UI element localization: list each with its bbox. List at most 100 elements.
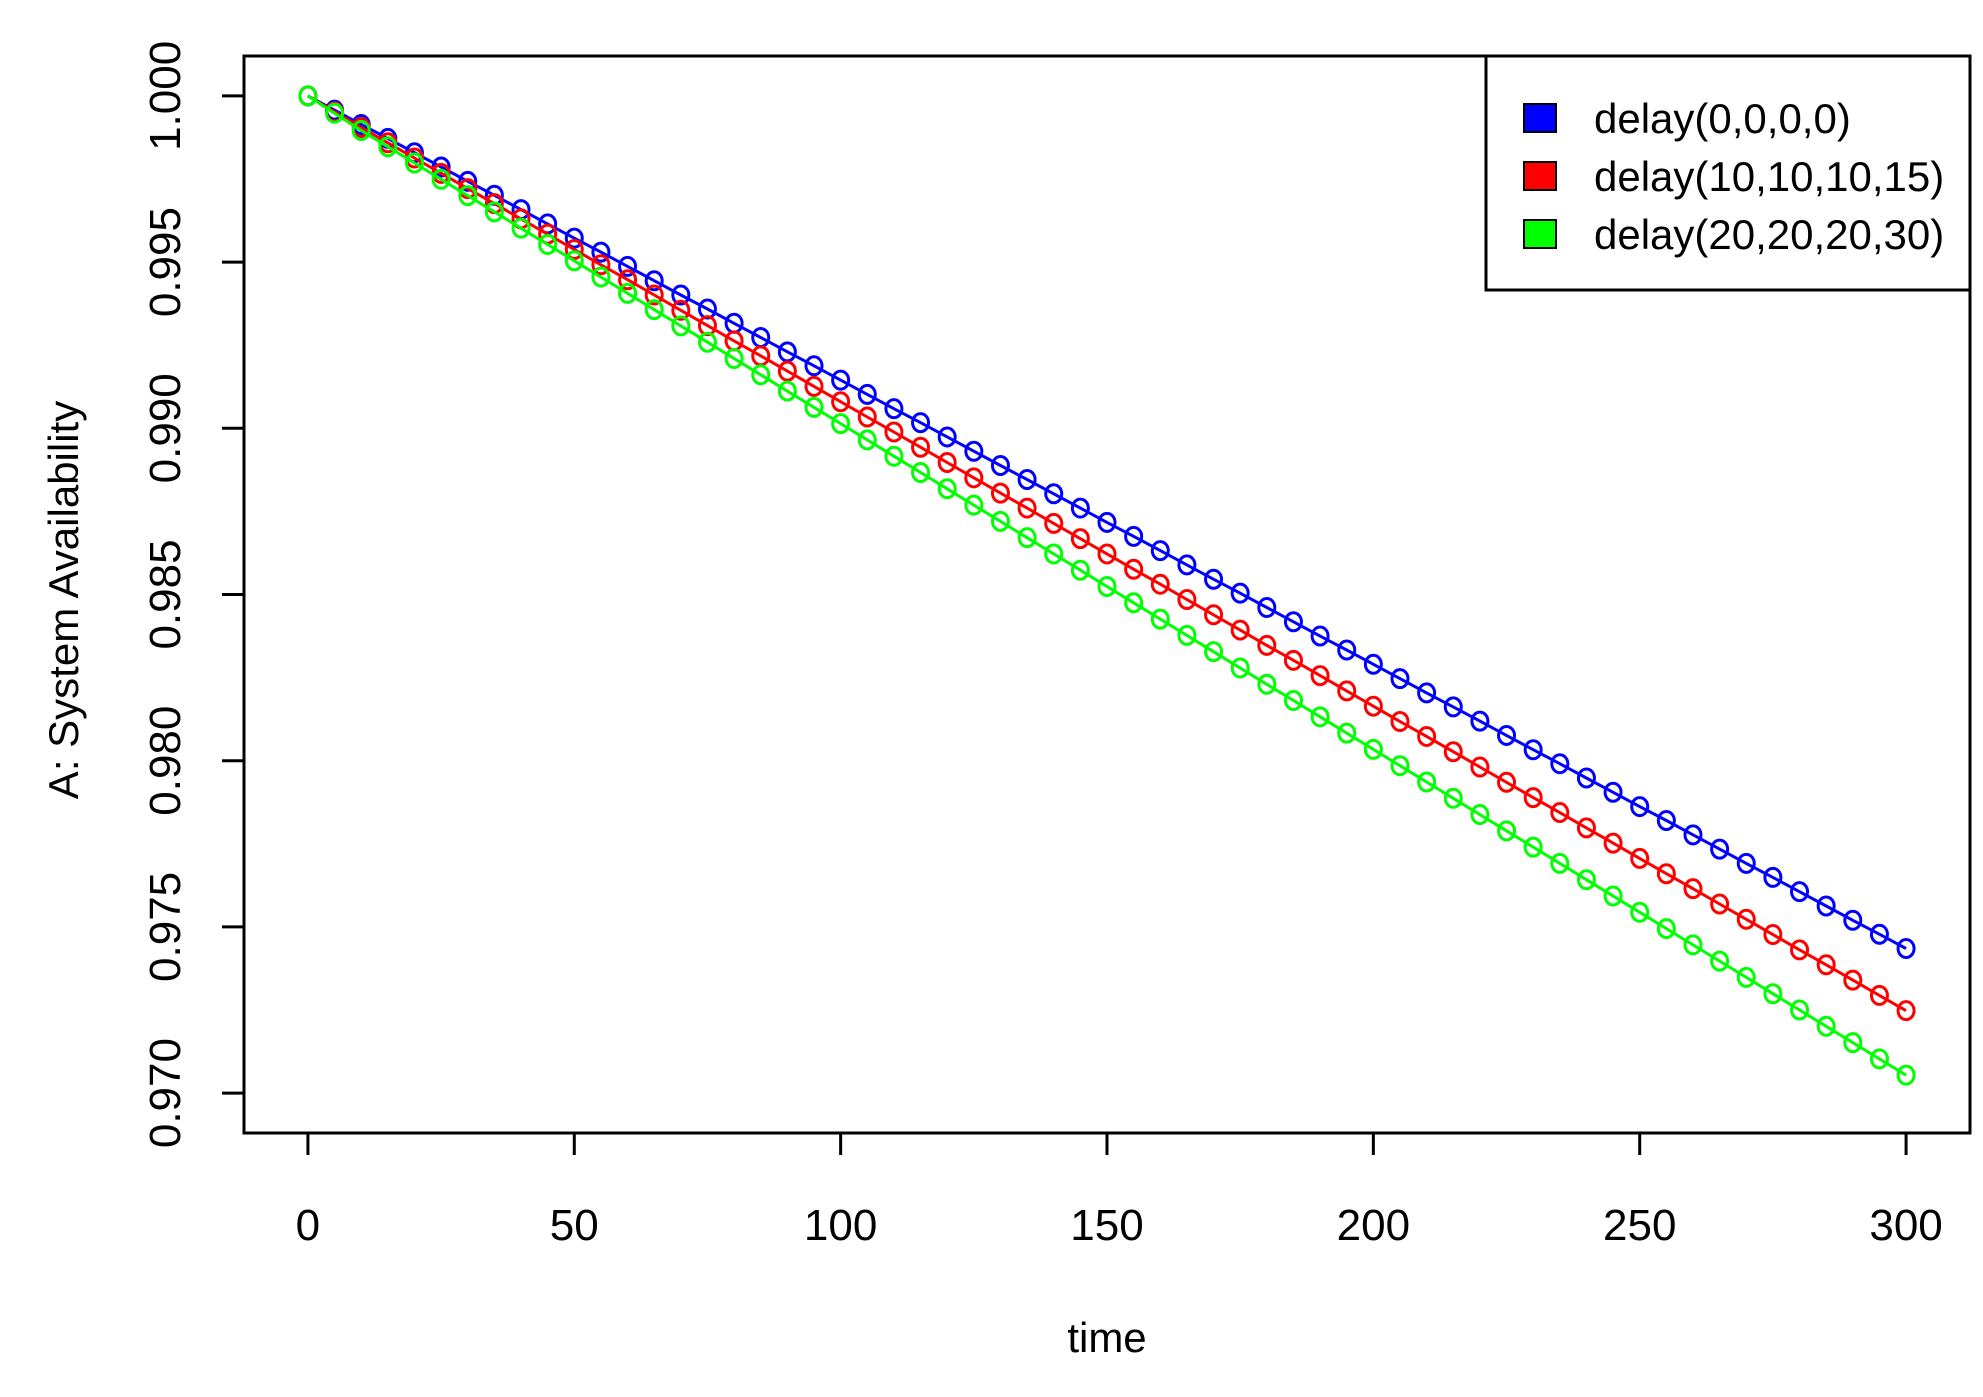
data-point: [1257, 596, 1277, 618]
data-point: [1683, 934, 1703, 956]
data-point: [458, 178, 478, 200]
x-tick-label: 300: [1869, 1201, 1942, 1250]
data-point: [1230, 657, 1250, 679]
data-point: [911, 462, 931, 484]
x-tick-label: 50: [550, 1201, 599, 1250]
data-point: [1390, 668, 1410, 690]
data-point: [1843, 969, 1863, 991]
data-point: [1816, 954, 1836, 976]
data-point: [990, 510, 1010, 532]
data-point: [1550, 753, 1570, 775]
data-point: [724, 347, 744, 369]
data-point: [1310, 665, 1330, 687]
data-point: [1630, 901, 1650, 923]
data-point: [884, 445, 904, 467]
data-point: [1417, 682, 1437, 704]
y-tick-label: 0.975: [141, 872, 190, 982]
data-point: [1576, 869, 1596, 891]
data-point: [1124, 525, 1144, 547]
data-point: [1310, 625, 1330, 647]
data-point: [1443, 696, 1463, 718]
data-point: [1257, 634, 1277, 656]
legend-label: delay(20,20,20,30): [1594, 211, 1944, 258]
data-point: [1816, 1015, 1836, 1037]
data-point: [1497, 820, 1517, 842]
x-tick-label: 100: [804, 1201, 877, 1250]
data-point: [1097, 511, 1117, 533]
data-point: [1017, 497, 1037, 519]
series-line: [307, 94, 1907, 950]
data-point: [777, 380, 797, 402]
data-point: [378, 136, 398, 158]
data-point: [1736, 966, 1756, 988]
data-point: [1150, 608, 1170, 630]
data-point: [1470, 804, 1490, 826]
data-point: [671, 284, 691, 306]
data-point: [1736, 852, 1756, 874]
data-point: [1763, 866, 1783, 888]
data-point: [484, 201, 504, 223]
data-point: [1683, 878, 1703, 900]
y-axis: 0.970 0.975 0.980 0.985 0.990 0.995 1.000: [141, 41, 244, 1148]
data-point: [1470, 710, 1490, 732]
data-point: [990, 482, 1010, 504]
data-point: [1390, 755, 1410, 777]
data-point: [1710, 893, 1730, 915]
x-tick-label: 0: [296, 1201, 320, 1250]
data-point: [1417, 725, 1437, 747]
y-tick-label: 1.000: [141, 41, 190, 151]
data-point: [1843, 909, 1863, 931]
data-point: [937, 426, 957, 448]
data-point: [404, 152, 424, 174]
data-point: [1363, 695, 1383, 717]
data-point: [618, 269, 638, 291]
data-point: [777, 360, 797, 382]
data-point: [884, 398, 904, 420]
series-2: [298, 85, 1916, 1086]
data-point: [1390, 710, 1410, 732]
legend-swatch: [1523, 219, 1557, 249]
data-point: [1124, 592, 1144, 614]
data-point: [1497, 771, 1517, 793]
data-point: [1790, 939, 1810, 961]
data-point: [937, 452, 957, 474]
data-point: [1736, 908, 1756, 930]
x-tick-label: 200: [1337, 1201, 1410, 1250]
y-tick-label: 0.985: [141, 539, 190, 649]
data-point: [1656, 863, 1676, 885]
data-point: [1896, 1000, 1916, 1022]
data-point: [1470, 756, 1490, 778]
data-point: [1443, 787, 1463, 809]
data-point: [831, 391, 851, 413]
data-point: [644, 270, 664, 292]
data-point: [804, 355, 824, 377]
data-point: [1017, 527, 1037, 549]
x-axis-title: time: [1067, 1314, 1146, 1361]
series-line: [307, 94, 1907, 1013]
data-point: [911, 436, 931, 458]
data-point: [1337, 680, 1357, 702]
data-point: [804, 375, 824, 397]
data-point: [1310, 706, 1330, 728]
data-point: [1603, 781, 1623, 803]
data-point: [990, 455, 1010, 477]
data-point: [564, 250, 584, 272]
data-point: [458, 185, 478, 207]
data-point: [1257, 673, 1277, 695]
data-point: [1070, 528, 1090, 550]
data-point: [1044, 543, 1064, 565]
y-tick-label: 0.980: [141, 706, 190, 816]
data-point: [1603, 832, 1623, 854]
legend-box: [1484, 54, 1972, 292]
legend-label: delay(10,10,10,15): [1594, 153, 1944, 200]
data-point: [1337, 722, 1357, 744]
x-tick-label: 250: [1603, 1201, 1676, 1250]
data-point: [1710, 950, 1730, 972]
legend: delay(0,0,0,0) delay(10,10,10,15) delay(20…: [1484, 54, 1972, 292]
data-point: [1204, 641, 1224, 663]
data-point: [1044, 512, 1064, 534]
data-point: [1683, 824, 1703, 846]
data-point: [964, 467, 984, 489]
data-point: [1097, 576, 1117, 598]
